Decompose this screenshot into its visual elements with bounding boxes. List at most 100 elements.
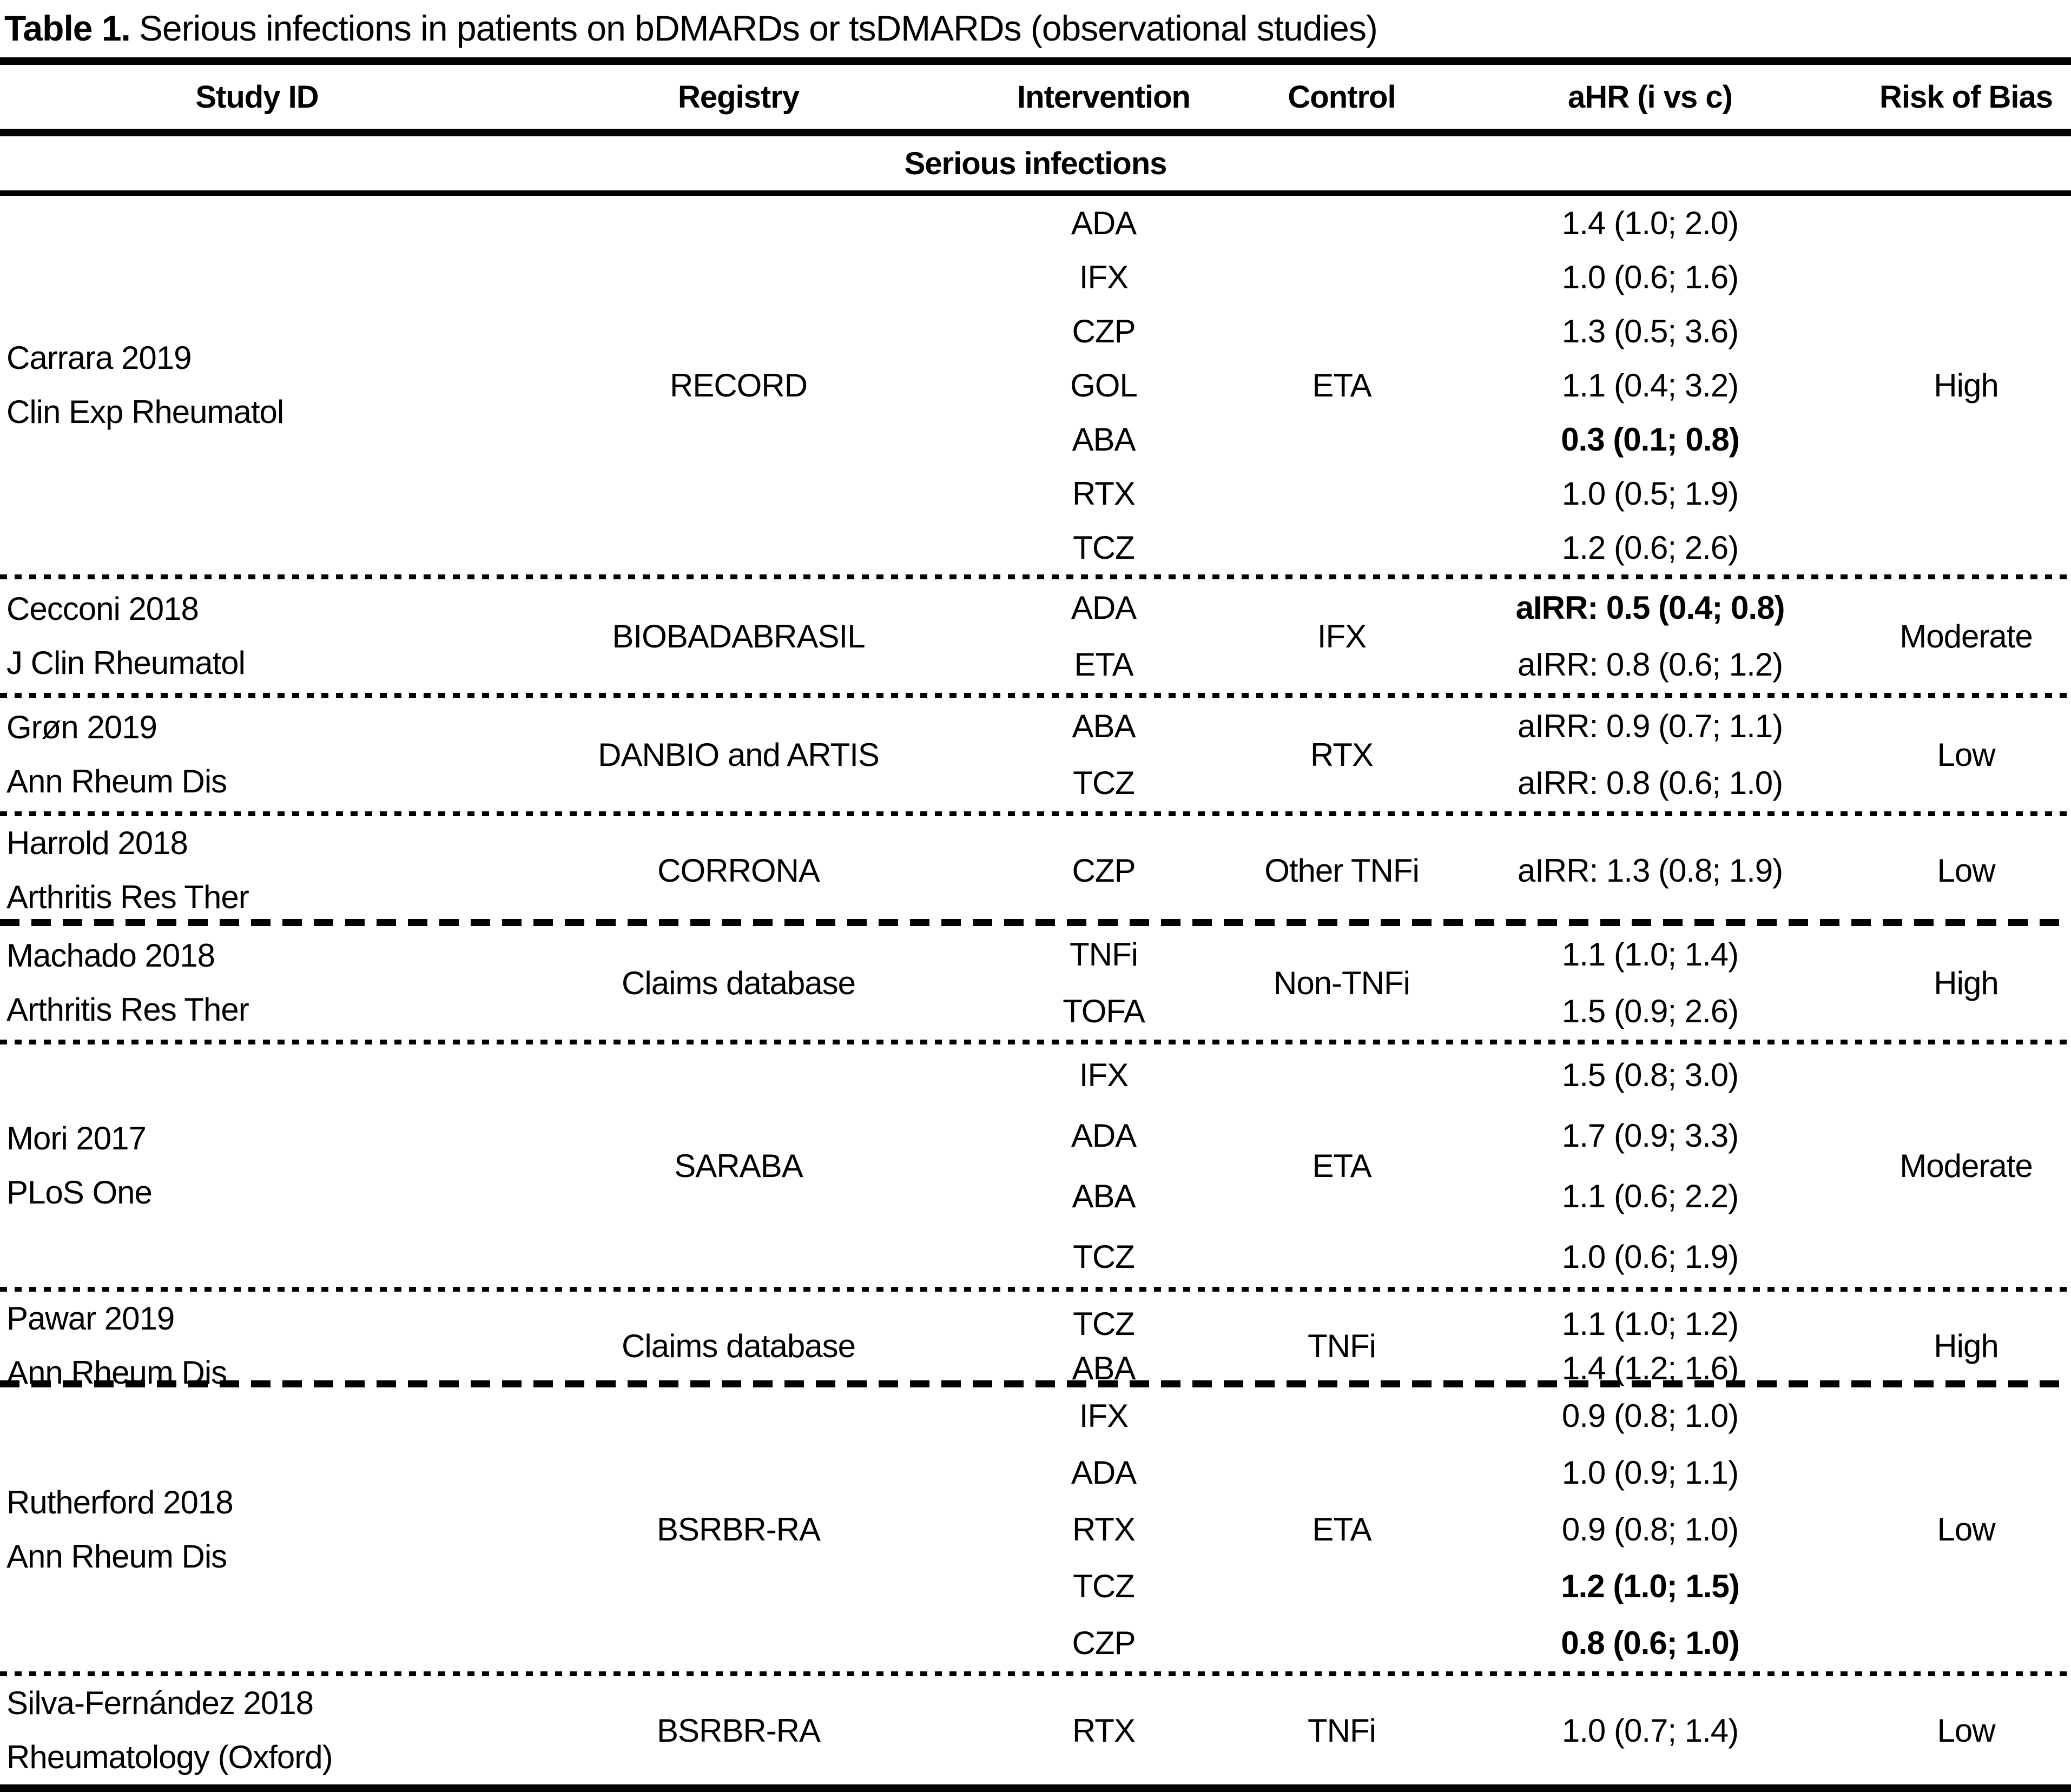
ahr-value: aIRR: 0.5 (0.4; 0.8) — [1515, 590, 1785, 626]
study-name: Machado 2018 — [6, 937, 215, 974]
column-header-ahr: aHR (i vs c) — [1568, 79, 1733, 115]
study-name: Cecconi 2018 — [6, 591, 199, 627]
dotted-separator — [0, 1040, 2071, 1044]
horizontal-rule-bottom — [0, 1784, 2071, 1792]
ahr-value: aIRR: 0.9 (0.7; 1.1) — [1517, 708, 1783, 744]
registry-value: BSRBR-RA — [656, 1712, 821, 1749]
table-number: Table 1. — [4, 8, 131, 48]
risk-of-bias-value: Low — [1937, 1712, 1995, 1749]
control-value: RTX — [1310, 736, 1374, 773]
intervention-list: RTX — [963, 1676, 1244, 1784]
study-journal: Arthritis Res Ther — [6, 991, 249, 1028]
ahr-value: 1.0 (0.5; 1.9) — [1561, 475, 1739, 512]
study-name: Rutherford 2018 — [6, 1484, 234, 1520]
section-header-serious-infections: Serious infections — [904, 146, 1168, 181]
intervention-value: ABA — [1072, 1178, 1136, 1214]
intervention-value: TNFi — [1070, 936, 1138, 973]
horizontal-rule-under-section — [0, 190, 2071, 196]
study-id: Carrara 2019 Clin Exp Rheumatol — [0, 331, 514, 439]
control-value: ETA — [1312, 1147, 1371, 1184]
intervention-list: ABA TCZ — [963, 698, 1244, 811]
study-name: Carrara 2019 — [6, 340, 192, 376]
control-value: IFX — [1317, 618, 1367, 654]
intervention-list: ADA IFX CZP GOL ABA RTX TCZ — [963, 196, 1244, 574]
ahr-value: 1.0 (0.6; 1.9) — [1561, 1238, 1739, 1275]
study-id: Harrold 2018 Arthritis Res Ther — [0, 816, 514, 924]
registry-value: SARABA — [674, 1147, 803, 1184]
ahr-value: aIRR: 1.3 (0.8; 1.9) — [1517, 852, 1783, 889]
dotted-separator — [0, 1671, 2071, 1676]
study-block-carrara-2019: Carrara 2019 Clin Exp Rheumatol RECORD A… — [0, 196, 2071, 574]
intervention-value: RTX — [1072, 475, 1136, 512]
intervention-value: TCZ — [1073, 529, 1135, 566]
study-id: Mori 2017 PLoS One — [0, 1112, 514, 1220]
ahr-list: aIRR: 0.9 (0.7; 1.1) aIRR: 0.8 (0.6; 1.0… — [1439, 698, 1861, 811]
intervention-value: ETA — [1074, 646, 1133, 683]
ahr-value: 0.3 (0.1; 0.8) — [1561, 421, 1740, 458]
intervention-list: ADA ETA — [963, 579, 1244, 693]
study-name: Pawar 2019 — [6, 1300, 175, 1337]
table-caption-text: Serious infections in patients on bDMARD… — [138, 8, 1378, 48]
ahr-value: 0.9 (0.8; 1.0) — [1561, 1511, 1739, 1548]
bold-dashed-separator — [0, 919, 2071, 926]
intervention-value: CZP — [1072, 1625, 1136, 1661]
study-name: Harrold 2018 — [6, 825, 188, 861]
intervention-list: IFX ADA RTX TCZ CZP — [963, 1387, 1244, 1671]
ahr-list: 1.1 (1.0; 1.4) 1.5 (0.9; 2.6) — [1439, 926, 1861, 1040]
intervention-value: IFX — [1079, 1056, 1129, 1093]
control-value: ETA — [1312, 367, 1371, 404]
study-journal: Clin Exp Rheumatol — [6, 394, 284, 430]
study-journal: Rheumatology (Oxford) — [6, 1739, 333, 1775]
intervention-value: CZP — [1072, 852, 1136, 889]
risk-of-bias-value: High — [1934, 1327, 1999, 1364]
intervention-value: TCZ — [1073, 1568, 1135, 1604]
study-id: Grøn 2019 Ann Rheum Dis — [0, 700, 514, 809]
study-block-mori-2017: Mori 2017 PLoS One SARABA IFX ADA ABA TC… — [0, 1044, 2071, 1287]
intervention-value: ADA — [1071, 1454, 1137, 1491]
ahr-value: 1.4 (1.0; 2.0) — [1561, 204, 1739, 241]
ahr-value: 1.7 (0.9; 3.3) — [1561, 1117, 1739, 1154]
intervention-value: ABA — [1072, 708, 1136, 744]
study-journal: Arthritis Res Ther — [6, 879, 249, 915]
registry-value: CORRONA — [657, 852, 820, 889]
intervention-value: CZP — [1072, 313, 1136, 349]
ahr-list: 1.4 (1.0; 2.0) 1.0 (0.6; 1.6) 1.3 (0.5; … — [1439, 196, 1861, 574]
study-id: Cecconi 2018 J Clin Rheumatol — [0, 582, 514, 690]
study-name: Silva-Fernández 2018 — [6, 1685, 314, 1721]
ahr-value: 1.0 (0.7; 1.4) — [1561, 1712, 1739, 1749]
intervention-value: ADA — [1071, 1117, 1137, 1154]
intervention-value: IFX — [1079, 259, 1129, 295]
intervention-list: TCZ ABA — [963, 1292, 1244, 1400]
study-name: Grøn 2019 — [6, 709, 157, 745]
dotted-separator — [0, 811, 2071, 816]
ahr-value: 1.1 (0.4; 3.2) — [1561, 367, 1739, 404]
study-id: Rutherford 2018 Ann Rheum Dis — [0, 1476, 514, 1584]
registry-value: BSRBR-RA — [656, 1511, 821, 1548]
study-journal: J Clin Rheumatol — [6, 645, 246, 681]
intervention-list: TNFi TOFA — [963, 926, 1244, 1040]
column-header-study-id: Study ID — [195, 79, 319, 115]
ahr-value: 1.1 (1.0; 1.4) — [1561, 936, 1739, 973]
study-journal: PLoS One — [6, 1174, 153, 1211]
intervention-value: TOFA — [1063, 993, 1145, 1029]
intervention-list: CZP — [963, 816, 1244, 924]
study-block-harrold-2018: Harrold 2018 Arthritis Res Ther CORRONA … — [0, 816, 2071, 919]
control-value: Other TNFi — [1264, 852, 1420, 889]
ahr-value: 1.2 (0.6; 2.6) — [1561, 529, 1739, 566]
ahr-value: 1.5 (0.9; 2.6) — [1561, 993, 1739, 1029]
intervention-value: ABA — [1072, 1350, 1136, 1386]
risk-of-bias-value: Low — [1937, 736, 1995, 773]
registry-value: Claims database — [622, 964, 856, 1001]
table-header-row: Study ID Registry Intervention Control a… — [0, 65, 2071, 129]
study-block-silva-fernandez-2018: Silva-Fernández 2018 Rheumatology (Oxfor… — [0, 1676, 2071, 1784]
intervention-value: IFX — [1079, 1398, 1129, 1434]
intervention-list: IFX ADA ABA TCZ — [963, 1044, 1244, 1287]
intervention-value: TCZ — [1073, 765, 1135, 801]
risk-of-bias-value: Moderate — [1899, 1147, 2033, 1184]
study-id: Pawar 2019 Ann Rheum Dis — [0, 1292, 514, 1400]
ahr-list: 1.1 (1.0; 1.2) 1.4 (1.2; 1.6) — [1439, 1292, 1861, 1400]
intervention-value: ADA — [1071, 590, 1137, 626]
ahr-list: aIRR: 0.5 (0.4; 0.8) aIRR: 0.8 (0.6; 1.2… — [1439, 579, 1861, 693]
study-journal: Ann Rheum Dis — [6, 1354, 227, 1391]
dotted-separator — [0, 693, 2071, 698]
